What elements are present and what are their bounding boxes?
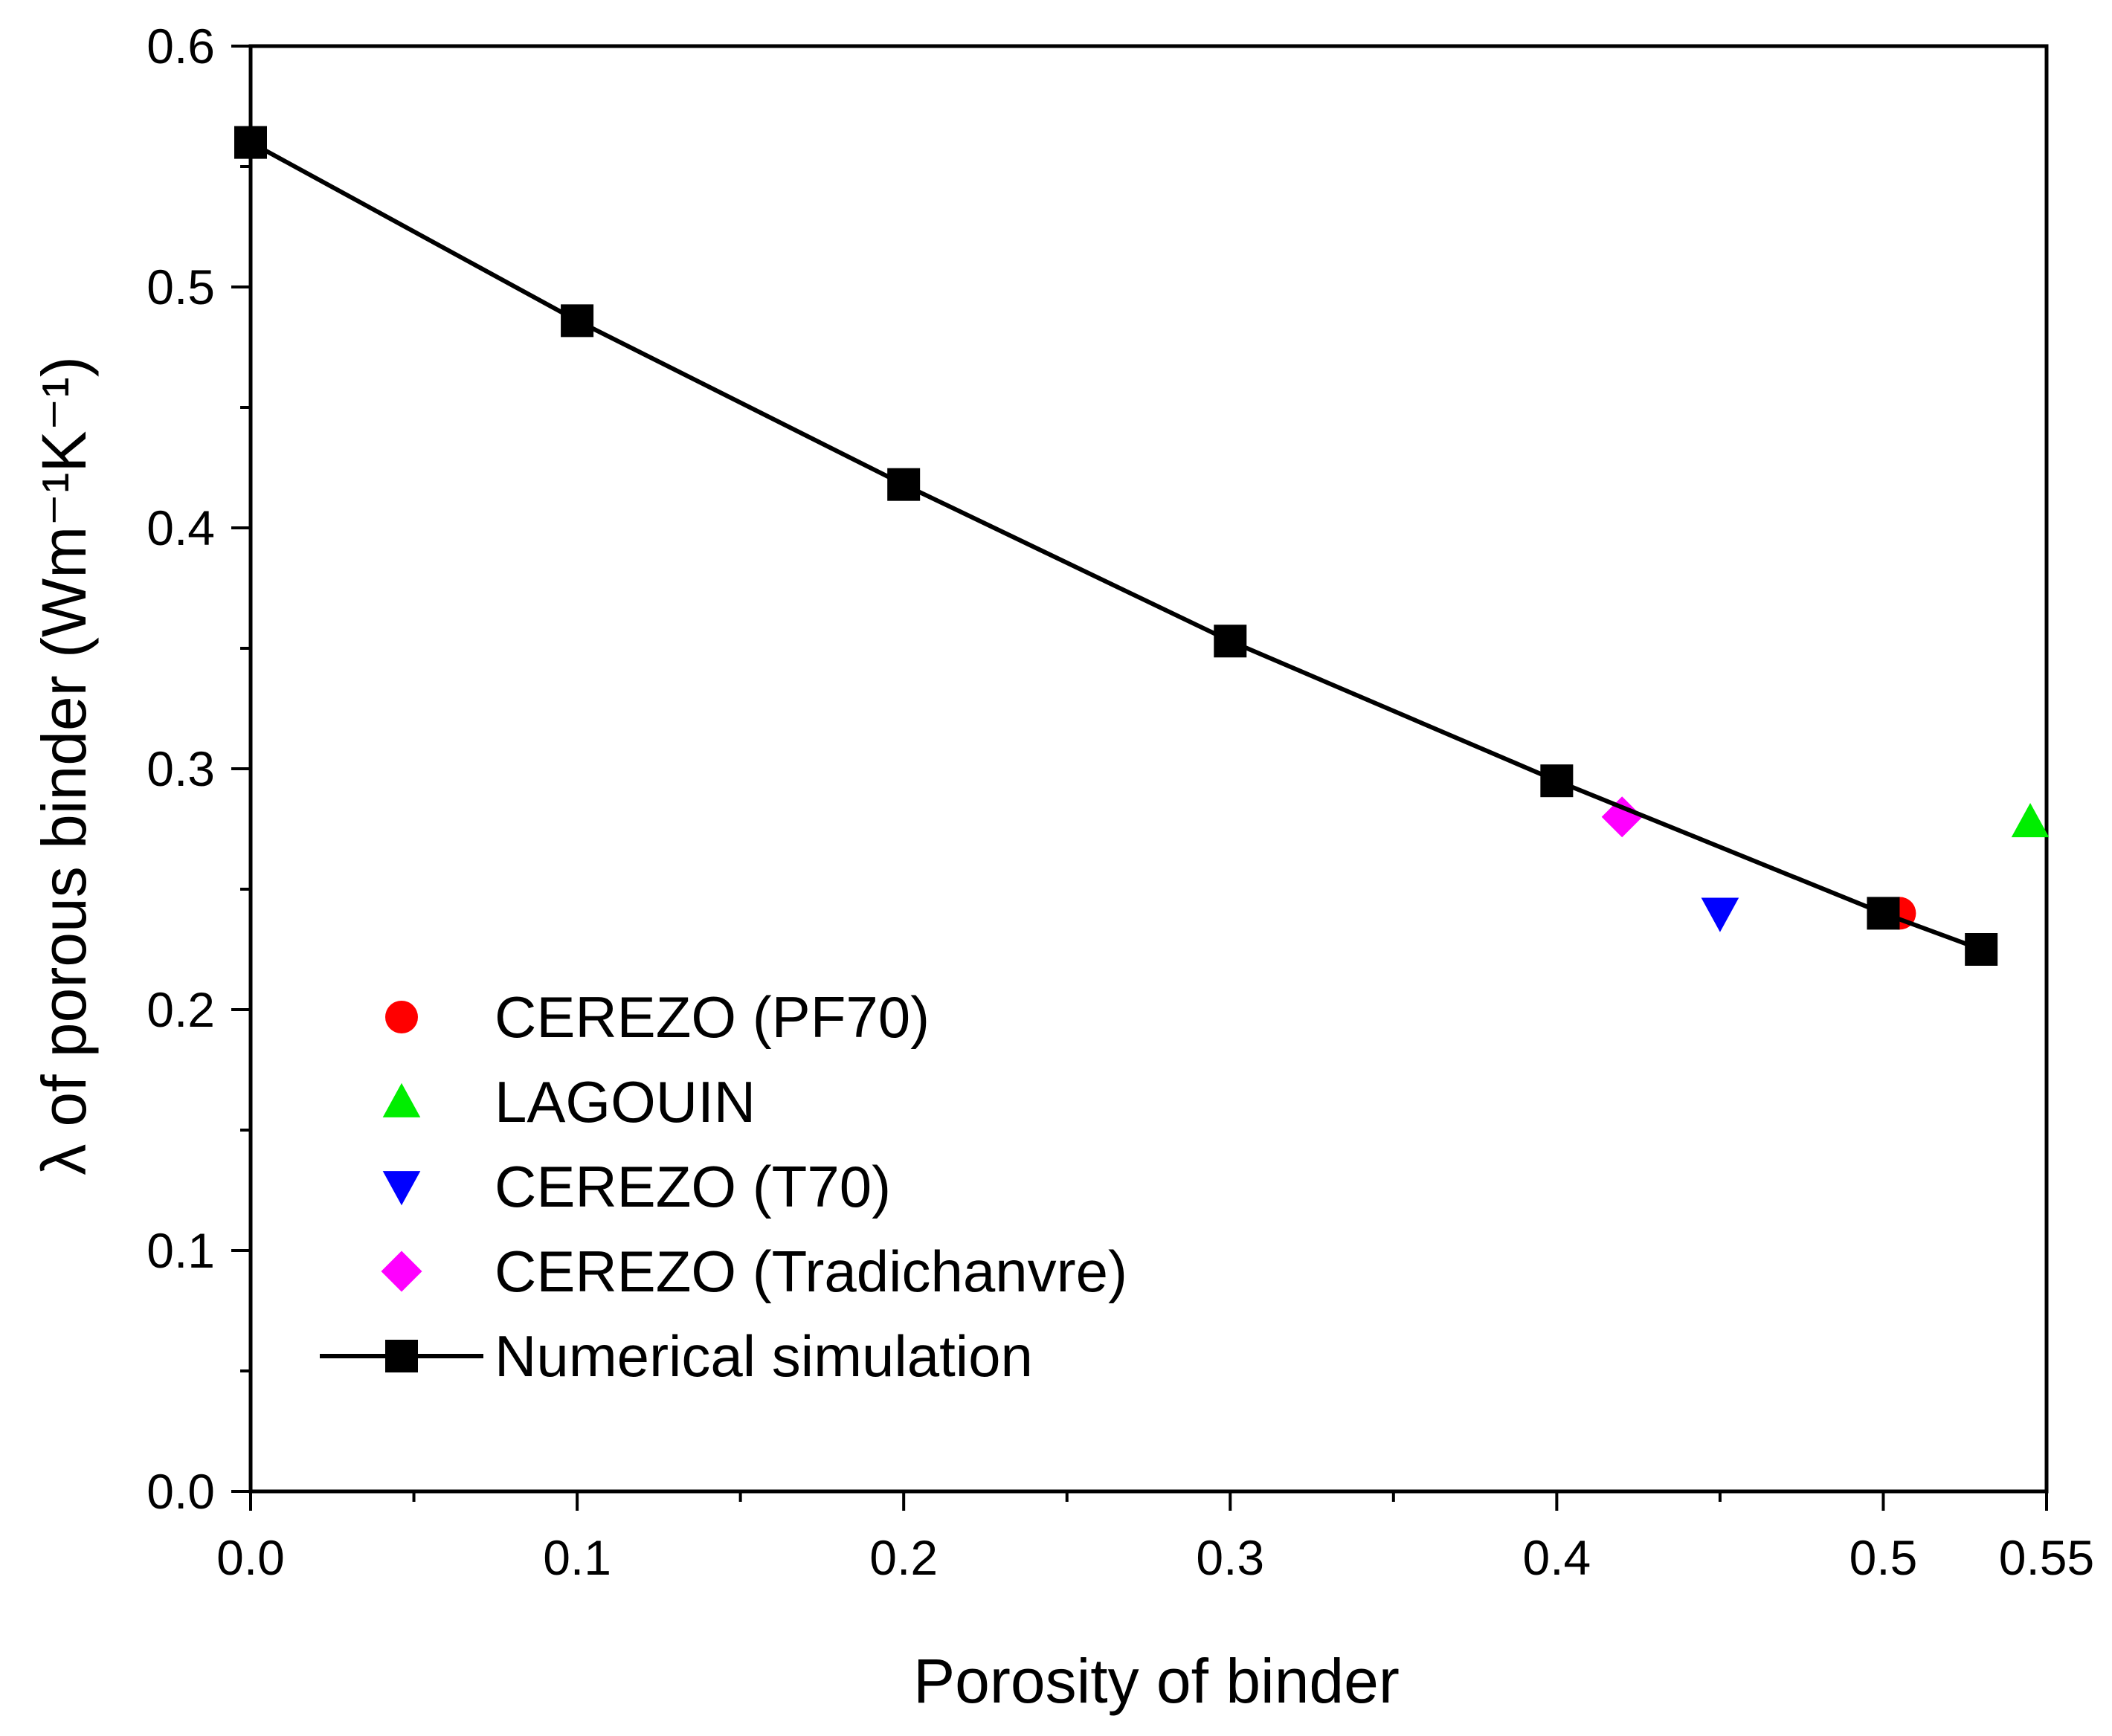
y-axis: 0.0 0.1 0.2 0.3 0.4 0.5 0.6 [147,19,251,1519]
data-point [1867,897,1900,930]
data-point [1701,897,1739,932]
data-point [561,304,594,338]
legend-item: CEREZO (PF70) [385,984,930,1050]
x-tick-label: 0.4 [1522,1530,1591,1585]
legend-label: CEREZO (Tradichanvre) [495,1239,1127,1304]
legend-label: CEREZO (PF70) [495,984,930,1050]
series-line [249,140,1983,952]
data-point [1540,764,1574,798]
y-axis-title: λ of porous binder (Wm⁻¹K⁻¹) [29,356,99,1175]
x-tick-label: 0.5 [1849,1530,1918,1585]
x-tick-label: 0.0 [216,1530,285,1585]
legend-marker [385,1001,418,1033]
series-layer [234,126,2050,966]
x-tick-label: 0.3 [1196,1530,1264,1585]
legend-item: LAGOUIN [382,1069,756,1135]
x-axis-title: Porosity of binder [913,1646,1400,1716]
legend-item: CEREZO (Tradichanvre) [381,1239,1127,1304]
legend-item: CEREZO (T70) [382,1154,891,1219]
legend-label: CEREZO (T70) [495,1154,891,1219]
legend-label: LAGOUIN [495,1069,756,1135]
legend-marker [385,1340,418,1372]
legend: CEREZO (PF70) LAGOUIN CEREZO (T70) CEREZO (… [320,984,1127,1389]
y-tick-label: 0.4 [147,500,215,555]
legend-item: Numerical simulation [320,1323,1033,1389]
x-tick-label: 0.1 [543,1530,611,1585]
x-axis: 0.0 0.1 0.2 0.3 0.4 0.5 0.55 [216,1491,2094,1585]
data-point [1601,796,1643,838]
legend-label: Numerical simulation [495,1323,1033,1389]
data-point [887,468,921,501]
data-point [1214,625,1247,658]
series-numerical-simulation [234,126,1998,966]
legend-marker [382,1082,421,1117]
x-tick-label: 0.2 [869,1530,938,1585]
y-tick-label: 0.5 [147,259,215,314]
legend-marker [381,1251,422,1292]
series-lagouin [2011,802,2050,838]
y-tick-label: 0.1 [147,1223,215,1278]
series-cerezo-tradichanvre [1601,796,1643,838]
y-tick-label: 0.6 [147,19,215,74]
x-tick-label: 0.55 [1999,1530,2094,1585]
y-tick-label: 0.3 [147,741,215,796]
data-point [234,126,267,159]
y-tick-label: 0.0 [147,1464,215,1519]
series-cerezo-t70 [1701,897,1739,932]
data-point [2011,802,2050,838]
legend-marker [382,1171,421,1206]
data-point [1965,933,1998,966]
y-tick-label: 0.2 [147,982,215,1037]
